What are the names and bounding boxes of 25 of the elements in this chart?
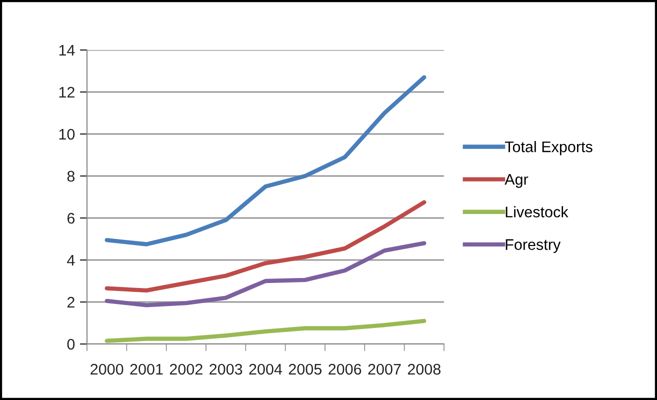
x-tick-label: 2006 [328,364,362,375]
x-tick-label: 2000 [90,364,124,375]
legend-label: Forestry [506,239,561,253]
y-tick-label: 12 [59,86,74,98]
y-tick-label: 8 [67,170,75,182]
line-series [104,200,426,293]
y-tick-label: 2 [67,296,74,308]
x-tick-label: 2005 [288,364,322,375]
legend-label: Livestock [506,206,568,218]
y-tick-label: 4 [67,255,75,266]
line-series [104,75,426,246]
x-tick-label: 2007 [368,364,401,375]
x-tick-label: 2008 [408,364,440,375]
y-tick-label: 14 [59,45,75,56]
x-tick-label: 2004 [249,364,282,375]
line-series [104,318,426,343]
x-tick-label: 2003 [210,364,242,375]
x-tick-label: 2001 [130,364,163,375]
y-tick-label: 10 [59,128,75,140]
legend-label: Total Exports [504,141,592,156]
y-tick-label: 6 [67,212,75,224]
x-tick-label: 2002 [170,364,202,375]
line-series [104,241,426,308]
y-tick-label: 0 [67,338,75,350]
legend-label: Agr [504,174,528,188]
